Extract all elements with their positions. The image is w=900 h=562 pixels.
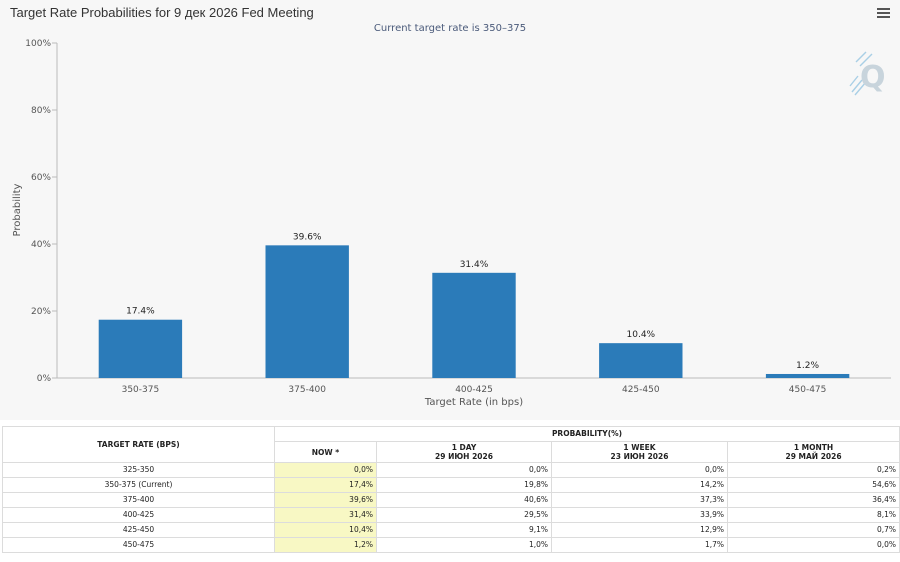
x-axis-label: Target Rate (in bps): [424, 397, 523, 408]
bar-data-label: 39.6%: [293, 232, 322, 242]
y-tick-label: 80%: [31, 106, 51, 116]
y-tick-label: 20%: [31, 307, 51, 317]
probability-table: TARGET RATE (BPS) PROBABILITY(%) NOW * 1 …: [2, 426, 900, 553]
column-header: NOW *: [274, 441, 377, 463]
column-header: 1 DAY 29 ИЮН 2026: [376, 441, 552, 463]
table-row: 325-350 0,0% 0,0% 0,0% 0,2%: [2, 462, 900, 478]
probability-cell: 1,7%: [551, 537, 728, 553]
x-tick-label: 450-475: [789, 385, 827, 395]
probability-cell: 0,0%: [551, 462, 728, 478]
column-header: 1 MONTH 29 МАЙ 2026: [726, 441, 900, 463]
target-rate-header: TARGET RATE (BPS): [2, 426, 275, 463]
probability-cell: 19,8%: [376, 477, 552, 493]
probability-cell: 8,1%: [726, 507, 900, 523]
target-rate-cell: 350-375 (Current): [2, 477, 275, 493]
target-rate-cell: 425-450: [2, 522, 275, 538]
column-header-label: NOW *: [311, 447, 340, 457]
target-rate-cell: 375-400: [2, 492, 275, 508]
bar-data-label: 17.4%: [126, 307, 155, 317]
probability-cell: 9,1%: [376, 522, 552, 538]
x-tick-label: 375-400: [288, 385, 326, 395]
bar-data-label: 31.4%: [460, 260, 489, 270]
probability-cell: 0,0%: [726, 537, 900, 553]
y-tick-label: 0%: [37, 374, 52, 384]
target-rate-cell: 400-425: [2, 507, 275, 523]
x-tick-label: 400-425: [455, 385, 493, 395]
probability-cell: 0,0%: [376, 462, 552, 478]
probability-cell: 33,9%: [551, 507, 728, 523]
bar-425-450[interactable]: [599, 343, 683, 378]
hamburger-menu-icon[interactable]: [877, 8, 890, 19]
column-header-label: 1 WEEK: [623, 443, 656, 452]
probability-cell: 10,4%: [274, 522, 377, 538]
probability-header: PROBABILITY(%): [273, 426, 900, 442]
probability-cell: 12,9%: [551, 522, 728, 538]
probability-cell: 0,0%: [274, 462, 377, 478]
svg-text:Q: Q: [860, 60, 886, 95]
bar-data-label: 10.4%: [627, 330, 656, 340]
target-rate-cell: 450-475: [2, 537, 275, 553]
probability-cell: 40,6%: [376, 492, 552, 508]
column-header-label: 1 DAY: [451, 443, 477, 452]
probability-cell: 0,7%: [726, 522, 900, 538]
quikstrike-logo: Q: [849, 51, 886, 96]
column-header-date: 29 ИЮН 2026: [435, 452, 493, 461]
x-axis: 350-375 375-400 400-425 425-450 450-475: [57, 377, 891, 395]
probability-cell: 1,0%: [376, 537, 552, 553]
chart-subtitle: Current target rate is 350–375: [373, 23, 527, 34]
table-row: 400-425 31,4% 29,5% 33,9% 8,1%: [2, 507, 900, 523]
bar-375-400[interactable]: [265, 245, 349, 378]
y-tick-label: 60%: [31, 173, 51, 183]
probability-cell: 54,6%: [726, 477, 900, 493]
table-row: 450-475 1,2% 1,0% 1,7% 0,0%: [2, 537, 900, 553]
column-header-date: 29 МАЙ 2026: [785, 452, 842, 461]
probability-cell: 37,3%: [551, 492, 728, 508]
probability-cell: 14,2%: [551, 477, 728, 493]
bars: 17.4% 39.6% 31.4% 10.4% 1.2%: [98, 232, 850, 378]
chart-panel: Target Rate Probabilities for 9 дек 2026…: [10, 5, 891, 408]
y-tick-label: 100%: [25, 39, 51, 49]
chart-title: Target Rate Probabilities for 9 дек 2026…: [10, 5, 314, 20]
bar-450-475[interactable]: [765, 373, 850, 378]
x-tick-label: 425-450: [622, 385, 660, 395]
bar-400-425[interactable]: [432, 272, 516, 378]
column-header: 1 WEEK 23 ИЮН 2026: [551, 441, 728, 463]
target-rate-cell: 325-350: [2, 462, 275, 478]
probability-cell: 31,4%: [274, 507, 377, 523]
probability-cell: 0,2%: [726, 462, 900, 478]
bar-chart: Q 0% 20% 40% 60% 80% 100% 350-375 375-400 400-4…: [12, 39, 891, 408]
table-row: 350-375 (Current) 17,4% 19,8% 14,2% 54,6%: [2, 477, 900, 493]
bar-350-375[interactable]: [98, 319, 183, 378]
probability-cell: 29,5%: [376, 507, 552, 523]
probability-cell: 1,2%: [274, 537, 377, 553]
column-header-date: 23 ИЮН 2026: [610, 452, 669, 461]
bar-data-label: 1.2%: [796, 361, 819, 371]
table-body: 325-350 0,0% 0,0% 0,0% 0,2% 350-375 (Current)…: [2, 462, 900, 553]
probability-cell: 36,4%: [726, 492, 900, 508]
column-header-label: 1 MONTH: [793, 443, 834, 452]
x-tick-label: 350-375: [122, 385, 160, 395]
table-row: 375-400 39,6% 40,6% 37,3% 36,4%: [2, 492, 900, 508]
y-axis: 0% 20% 40% 60% 80% 100%: [25, 39, 58, 384]
table-row: 425-450 10,4% 9,1% 12,9% 0,7%: [2, 522, 900, 538]
y-tick-label: 40%: [31, 240, 51, 250]
probability-cell: 39,6%: [274, 492, 377, 508]
probability-cell: 17,4%: [274, 477, 377, 493]
y-axis-label: Probability: [12, 183, 23, 236]
